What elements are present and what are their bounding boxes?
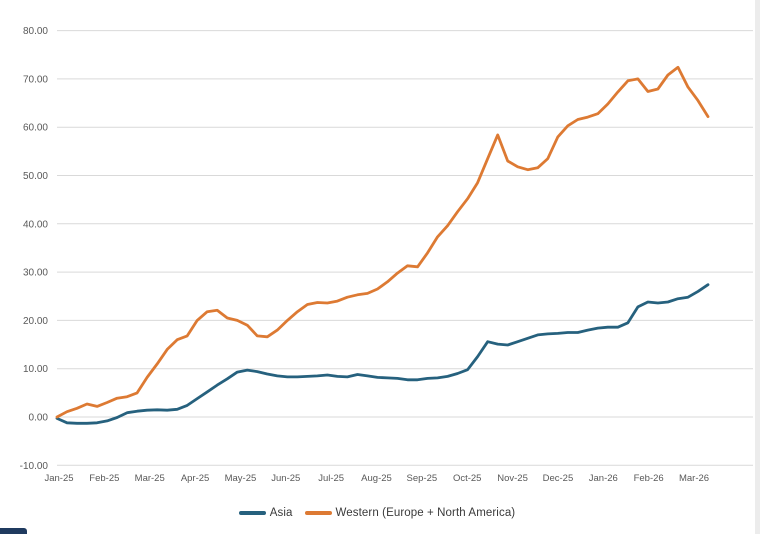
y-tick-label: -10.00 [20,461,49,472]
x-tick-label: Sep-25 [407,473,438,484]
series-line-western[interactable] [55,65,710,419]
y-tick-label: 80.00 [23,26,48,37]
legend-label-western: Western (Europe + North America) [335,507,516,519]
y-tick-label: 20.00 [23,316,48,327]
chart-legend: Asia Western (Europe + North America) [0,501,754,525]
y-tick-label: 50.00 [23,171,48,182]
x-tick-label: Apr-25 [181,473,210,484]
legend-item-asia[interactable]: Asia [238,507,293,519]
x-tick-label: Oct-25 [453,473,482,484]
legend-label-asia: Asia [269,507,293,519]
x-tick-label: Jan-25 [44,473,73,484]
x-tick-label: Aug-25 [361,473,392,484]
x-tick-label: Jan-26 [589,473,618,484]
x-tick-label: Feb-25 [89,473,119,484]
x-tick-label: Jul-25 [318,473,344,484]
asia-line-swatch [238,511,266,515]
y-tick-label: 30.00 [23,268,48,279]
y-tick-label: 70.00 [23,74,48,85]
x-tick-label: May-25 [225,473,257,484]
y-tick-label: 10.00 [23,364,48,375]
legend-item-western[interactable]: Western (Europe + North America) [304,507,516,519]
y-tick-label: 40.00 [23,219,48,230]
x-tick-label: Dec-25 [543,473,574,484]
western-line-swatch [304,511,332,515]
bottom-left-ui-fragment [0,528,27,534]
x-tick-label: Jun-25 [271,473,300,484]
x-tick-label: Feb-26 [634,473,664,484]
x-tick-label: Mar-26 [679,473,709,484]
x-tick-label: Mar-25 [135,473,165,484]
y-tick-label: 0.00 [29,413,49,424]
window-right-edge [755,0,760,534]
x-tick-label: Nov-25 [497,473,528,484]
series-line-asia[interactable] [55,283,710,425]
y-tick-label: 60.00 [23,123,48,134]
